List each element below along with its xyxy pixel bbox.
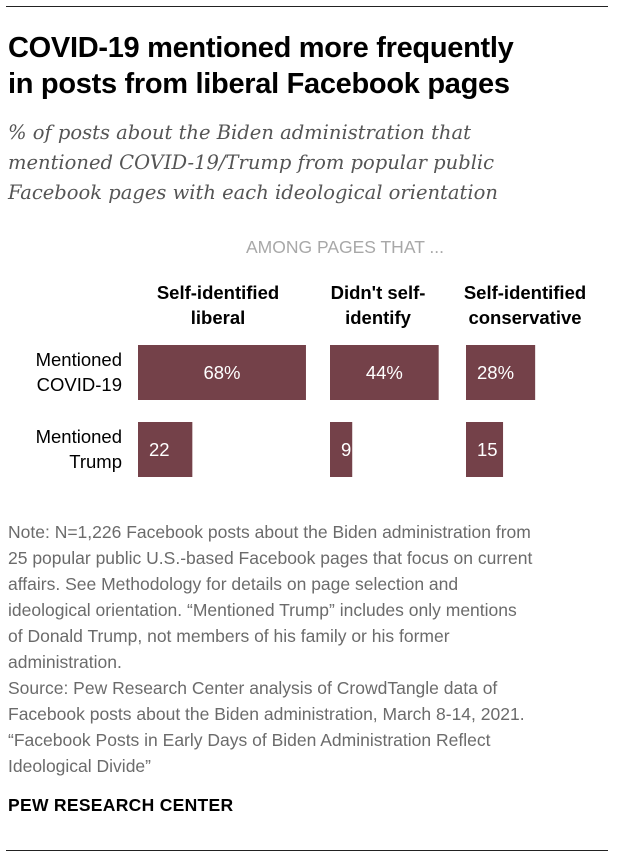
bar-value-label: 68% — [203, 362, 240, 383]
row-label: Mentioned — [36, 349, 122, 370]
bar-value-label: 9 — [341, 439, 351, 460]
title-line: COVID-19 mentioned more frequently — [8, 32, 514, 64]
column-header: Didn't self- — [331, 282, 426, 303]
bottom-rule — [6, 850, 608, 851]
column-header: identify — [345, 307, 411, 328]
bar-chart: AMONG PAGES THAT ... Self-identified liber… — [36, 237, 586, 477]
bar — [330, 345, 439, 400]
note-line: 25 popular public U.S.-based Facebook pa… — [8, 548, 533, 568]
row-label: Mentioned — [36, 426, 122, 447]
bar-value-label: 44% — [366, 362, 403, 383]
column-header: liberal — [191, 307, 246, 328]
bar — [330, 422, 353, 477]
source-line: Ideological Divide” — [8, 756, 151, 776]
column-header: conservative — [468, 307, 581, 328]
row-label: COVID-19 — [37, 374, 122, 395]
note-line: ideological orientation. “Mentioned Trum… — [8, 600, 517, 620]
bar — [466, 345, 536, 400]
column-header: Self-identified — [464, 282, 586, 303]
column-header: Self-identified — [157, 282, 279, 303]
brand-logo-text: PEW RESEARCH CENTER — [8, 795, 234, 815]
chart-note: Note: N=1,226 Facebook posts about the B… — [8, 519, 612, 779]
source-line: Source: Pew Research Center analysis of … — [8, 678, 498, 698]
note-line: affairs. See Methodology for details on … — [8, 574, 459, 594]
source-line: Facebook posts about the Biden administr… — [8, 704, 525, 724]
bar-value-label: 28% — [477, 362, 514, 383]
bar-value-label: 15 — [477, 439, 498, 460]
bar — [138, 345, 306, 400]
note-line: administration. — [8, 652, 122, 672]
bar — [138, 422, 193, 477]
chart-title: COVID-19 mentioned more frequently in po… — [8, 30, 608, 102]
chart-subtitle: % of posts about the Biden administratio… — [8, 118, 608, 208]
subtitle-line: mentioned COVID-19/Trump from popular pu… — [8, 151, 495, 174]
bar — [466, 422, 504, 477]
top-rule — [6, 6, 608, 7]
source-line: “Facebook Posts in Early Days of Biden A… — [8, 730, 491, 750]
bar-value-label: 22 — [149, 439, 170, 460]
subtitle-line: Facebook pages with each ideological ori… — [8, 181, 498, 204]
subtitle-line: % of posts about the Biden administratio… — [8, 121, 471, 144]
title-line: in posts from liberal Facebook pages — [8, 68, 510, 100]
group-header: AMONG PAGES THAT ... — [246, 237, 444, 257]
row-label: Trump — [69, 451, 122, 472]
note-line: Note: N=1,226 Facebook posts about the B… — [8, 522, 531, 542]
note-line: of Donald Trump, not members of his fami… — [8, 626, 450, 646]
